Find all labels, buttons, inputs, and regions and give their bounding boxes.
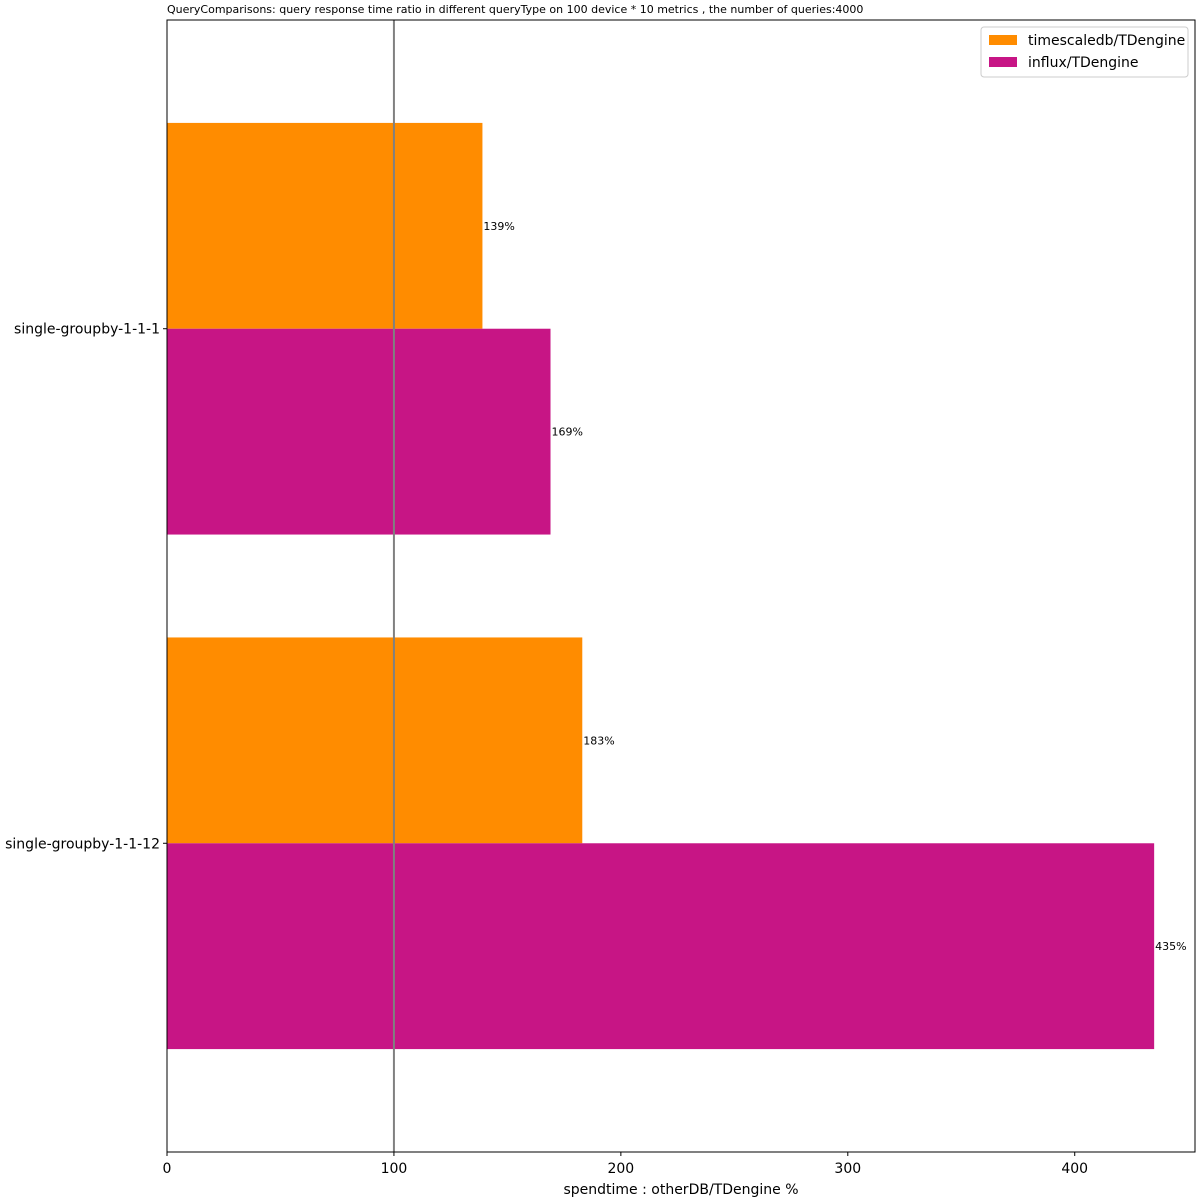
data-label: 435% xyxy=(1155,940,1186,953)
legend-label: timescaledb/TDengine xyxy=(1028,33,1185,49)
legend-box xyxy=(980,26,1189,78)
bar-influx-2 xyxy=(167,843,1155,1050)
legend-swatch xyxy=(989,35,1017,45)
chart-title: QueryComparisons: query response time ra… xyxy=(167,3,863,16)
legend: timescaledb/TDengine influx/TDengine xyxy=(980,26,1189,78)
data-labels: 139% 169% 183% 435% xyxy=(483,220,1186,953)
bar-timescaledb-1 xyxy=(167,122,483,329)
bar-timescaledb-2 xyxy=(167,637,583,844)
x-axis-label: spendtime : otherDB/TDengine % xyxy=(563,1182,798,1198)
plot-area-frame xyxy=(166,19,1196,1153)
data-label: 139% xyxy=(483,220,514,233)
bars-group xyxy=(167,122,1155,1050)
x-tick-label: 400 xyxy=(1061,1161,1088,1177)
x-axis: 0 100 200 300 400 xyxy=(163,1152,1088,1177)
data-label: 183% xyxy=(583,734,614,747)
data-label: 169% xyxy=(552,426,583,439)
x-tick-label: 100 xyxy=(381,1161,408,1177)
bar-influx-1 xyxy=(167,328,551,535)
y-axis: single-groupby-1-1-1 single-groupby-1-1-1… xyxy=(5,322,167,852)
y-tick-label: single-groupby-1-1-12 xyxy=(5,836,160,852)
legend-swatch xyxy=(989,57,1017,67)
x-tick-label: 0 xyxy=(163,1161,172,1177)
y-tick-label: single-groupby-1-1-1 xyxy=(14,322,160,338)
x-tick-label: 200 xyxy=(607,1161,634,1177)
legend-label: influx/TDengine xyxy=(1028,55,1139,71)
x-tick-label: 300 xyxy=(834,1161,861,1177)
